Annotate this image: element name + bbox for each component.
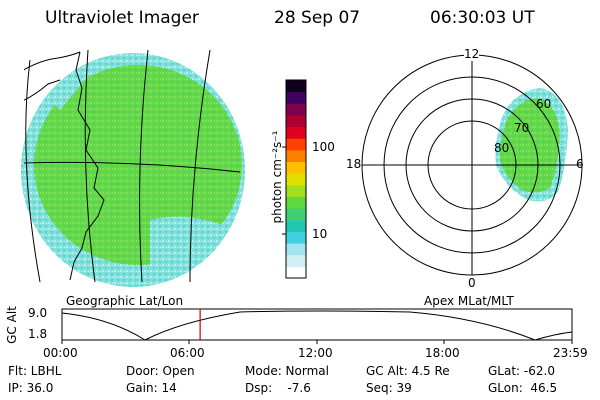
colorbar-swatch: [286, 91, 306, 104]
ip-status: IP: 36.0: [8, 381, 54, 395]
altitude-plot: [61, 308, 573, 344]
altitude-ytick-high: 9.0: [28, 306, 48, 320]
colorbar-swatch: [286, 114, 306, 128]
colorbar-swatch: [286, 196, 306, 209]
mlt-label-0: 0: [468, 276, 476, 290]
door-status: Door: Open: [126, 364, 195, 378]
colorbar-unit-label: photon cm⁻²s⁻¹: [270, 130, 284, 224]
altitude-xtick-3: 18:00: [425, 346, 460, 360]
polar-caption: Apex MLat/MLT: [424, 294, 514, 308]
colorbar-swatch: [286, 149, 306, 163]
altitude-xtick-1: 06:00: [170, 346, 205, 360]
colorbar-swatch: [286, 161, 306, 174]
altitude-xtick-0: 00:00: [43, 346, 78, 360]
colorbar-swatch: [286, 103, 306, 116]
lat-label-80: 80: [494, 141, 510, 155]
colorbar-swatch: [286, 243, 306, 256]
colorbar-swatch: [286, 173, 306, 186]
colorbar-swatch: [286, 266, 306, 279]
colorbar: [282, 79, 307, 279]
colorbar-swatch: [286, 231, 306, 244]
geographic-image: [21, 49, 245, 287]
seq-status: Seq: 39: [366, 381, 412, 395]
mlt-label-6: 6: [576, 157, 584, 171]
mode-status: Mode: Normal: [245, 364, 329, 378]
polar-image: [361, 54, 583, 276]
colorbar-swatch: [286, 219, 306, 232]
gain-status: Gain: 14: [126, 381, 177, 395]
altitude-curve: [61, 310, 573, 341]
colorbar-swatch: [286, 184, 306, 197]
colorbar-tick-10: 10: [312, 227, 328, 241]
dsp-status: Dsp: -7.6: [245, 381, 311, 395]
colorbar-swatch: [286, 80, 306, 93]
glon-status: GLon: 46.5: [488, 381, 558, 395]
mlt-label-12: 12: [464, 47, 480, 61]
observation-date: 28 Sep 07: [274, 8, 361, 28]
colorbar-swatch: [286, 208, 306, 221]
altitude-ytick-low: 1.8: [28, 327, 48, 341]
glat-status: GLat: -62.0: [488, 364, 555, 378]
geo-caption: Geographic Lat/Lon: [66, 294, 184, 308]
colorbar-swatch: [286, 138, 306, 151]
altitude-ylabel: GC Alt: [5, 306, 19, 344]
altitude-xtick-2: 12:00: [298, 346, 333, 360]
lat-label-60: 60: [536, 97, 552, 111]
colorbar-swatch: [286, 254, 306, 267]
filter-status: Flt: LBHL: [8, 364, 62, 378]
colorbar-gradient: [286, 80, 306, 279]
instrument-title: Ultraviolet Imager: [45, 8, 199, 28]
colorbar-tick-100: 100: [312, 140, 335, 154]
gc-alt-status: GC Alt: 4.5 Re: [366, 364, 450, 378]
lat-label-70: 70: [514, 121, 530, 135]
colorbar-swatch: [286, 126, 306, 139]
altitude-xtick-4: 23:59: [553, 346, 588, 360]
mlt-label-18: 18: [346, 157, 362, 171]
observation-time: 06:30:03 UT: [430, 8, 535, 28]
